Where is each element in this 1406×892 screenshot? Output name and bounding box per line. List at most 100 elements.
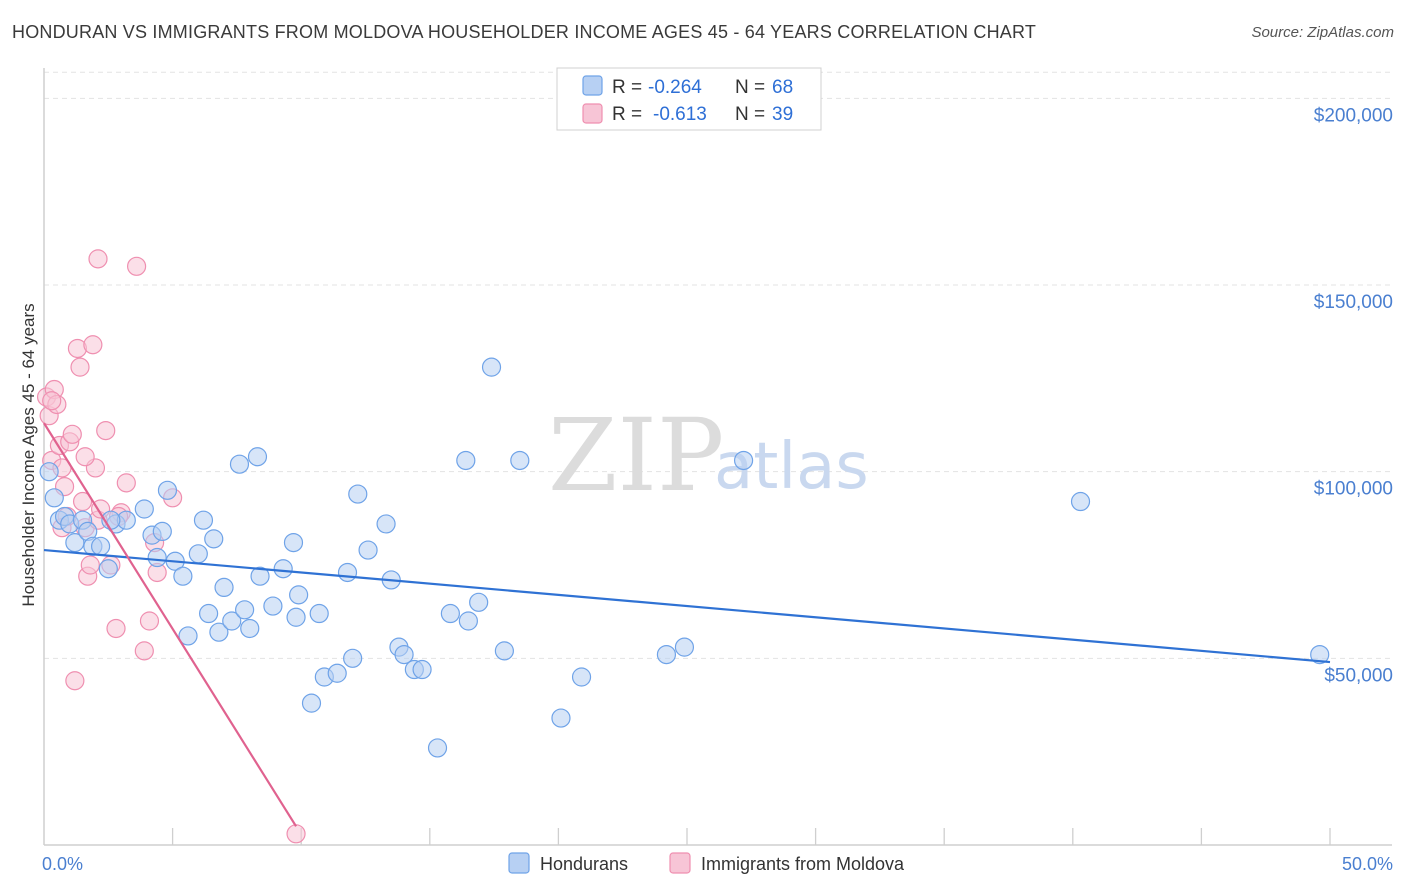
moldova-point xyxy=(126,256,147,276)
honduran-point xyxy=(481,357,502,377)
bottom-legend-swatch-moldova xyxy=(669,852,691,874)
x-tick-labels: 0.0% 50.0% xyxy=(42,854,1393,874)
y-tick-labels: $50,000 $100,000 $150,000 $200,000 xyxy=(1314,105,1393,686)
moldova-point xyxy=(42,391,62,411)
honduran-point xyxy=(343,648,363,668)
moldova-point xyxy=(65,671,85,691)
legend-n-value-2: 39 xyxy=(772,104,793,125)
honduran-point xyxy=(39,462,59,482)
honduran-point xyxy=(412,659,432,680)
honduran-point xyxy=(394,644,414,665)
honduran-point xyxy=(240,618,260,639)
moldova-point xyxy=(72,491,93,512)
honduran-point xyxy=(376,514,396,534)
honduran-point xyxy=(229,454,250,474)
honduran-point xyxy=(440,603,460,624)
honduran-point xyxy=(273,559,293,579)
moldova-point xyxy=(62,424,82,444)
honduran-point xyxy=(733,450,754,471)
y-tick-label: $100,000 xyxy=(1314,479,1393,500)
legend-n-value-1: 68 xyxy=(772,77,793,98)
honduran-point xyxy=(214,577,234,598)
bottom-legend-moldova: Immigrants from Moldova xyxy=(701,854,905,874)
moldova-point xyxy=(116,473,136,493)
watermark: ZIP atlas xyxy=(548,397,869,514)
honduran-point xyxy=(494,641,514,661)
trend-lines xyxy=(43,422,1331,827)
legend-r-label-1: R = xyxy=(612,77,642,98)
correlation-legend: R = -0.264 N = 68 R = -0.613 N = 39 xyxy=(556,67,822,131)
honduran-point xyxy=(235,600,255,620)
honduran-point xyxy=(337,562,358,583)
honduran-point xyxy=(571,667,592,687)
honduran-point xyxy=(348,484,368,504)
legend-swatch-hondurans xyxy=(582,75,603,96)
honduran-point xyxy=(289,585,309,605)
honduran-point xyxy=(674,637,695,657)
honduran-point xyxy=(469,592,489,612)
honduran-point xyxy=(358,540,378,560)
honduran-point xyxy=(44,488,64,508)
honduran-point xyxy=(152,521,172,542)
x-tick-label-max: 50.0% xyxy=(1342,854,1393,874)
legend-n-label-2: N = xyxy=(735,104,765,125)
honduran-point xyxy=(286,607,306,627)
honduran-point xyxy=(199,603,219,624)
honduran-point xyxy=(456,450,476,471)
honduran-point xyxy=(147,547,167,568)
y-tick-label: $150,000 xyxy=(1314,292,1393,313)
honduran-point xyxy=(458,611,478,631)
honduran-point xyxy=(656,644,677,665)
legend-r-value-1: -0.264 xyxy=(648,77,702,98)
bottom-legend-hondurans: Hondurans xyxy=(540,854,628,874)
honduran-point xyxy=(222,611,242,631)
series-legend: Hondurans Immigrants from Moldova xyxy=(508,852,905,874)
honduran-point xyxy=(283,532,304,553)
chart-title: HONDURAN VS IMMIGRANTS FROM MOLDOVA HOUS… xyxy=(12,22,1037,42)
honduran-trend-line xyxy=(43,548,1331,664)
honduran-point xyxy=(1310,644,1330,665)
legend-swatch-moldova xyxy=(582,103,603,124)
honduran-point xyxy=(157,480,178,500)
honduran-point xyxy=(209,622,229,642)
legend-r-label-2: R = xyxy=(612,104,642,125)
honduran-point xyxy=(134,499,154,519)
honduran-point xyxy=(247,447,268,467)
y-tick-label: $200,000 xyxy=(1314,105,1393,126)
honduran-point xyxy=(551,708,571,728)
honduran-point xyxy=(188,544,208,564)
watermark-zip: ZIP xyxy=(548,397,724,514)
moldova-point xyxy=(139,611,160,631)
honduran-point xyxy=(204,529,224,549)
moldova-point xyxy=(83,335,103,355)
moldova-point xyxy=(134,641,154,661)
honduran-point xyxy=(178,626,198,646)
source-credit: Source: ZipAtlas.com xyxy=(1251,24,1394,41)
moldova-trend-line xyxy=(43,422,297,827)
honduran-point xyxy=(65,532,85,553)
honduran-point xyxy=(90,536,111,556)
moldova-point xyxy=(286,824,306,844)
moldova-point xyxy=(88,249,108,269)
moldova-point xyxy=(70,357,90,377)
y-axis-label: Householder Income Ages 45 - 64 years xyxy=(19,303,38,606)
honduran-point xyxy=(193,510,214,530)
y-tick-label: $50,000 xyxy=(1324,665,1393,686)
legend-n-label-1: N = xyxy=(735,77,765,98)
moldova-point xyxy=(96,421,116,441)
moldova-point xyxy=(106,618,126,639)
honduran-point xyxy=(427,738,448,758)
bottom-legend-swatch-hondurans xyxy=(508,852,530,874)
moldova-point xyxy=(80,555,100,575)
legend-r-value-2: -0.613 xyxy=(653,104,707,125)
honduran-point xyxy=(263,596,283,616)
honduran-point xyxy=(98,559,118,579)
honduran-point xyxy=(250,566,270,586)
x-tick-label-min: 0.0% xyxy=(42,854,83,874)
moldova-point xyxy=(75,447,95,467)
honduran-point xyxy=(510,450,530,471)
honduran-point xyxy=(327,663,347,683)
honduran-point xyxy=(309,603,329,624)
honduran-point xyxy=(173,566,193,586)
